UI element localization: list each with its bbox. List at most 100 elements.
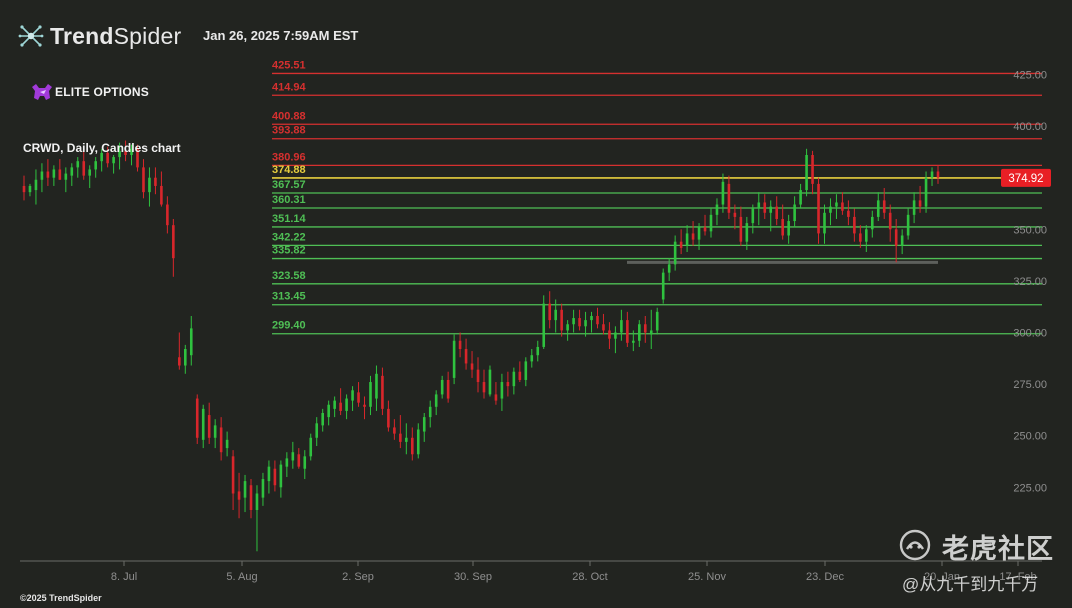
y-tick-label-0: 225.00: [1013, 482, 1047, 494]
candle-body: [393, 427, 396, 434]
candle-body: [70, 167, 74, 176]
candle-72: [452, 334, 456, 385]
candle-81: [506, 371, 510, 397]
candle-body: [823, 212, 826, 234]
y-tick-label-8: 425.00: [1013, 70, 1047, 82]
candle-body: [476, 369, 480, 383]
candle-body: [28, 185, 32, 193]
candle-body: [76, 161, 80, 168]
candle-53: [339, 388, 342, 416]
x-tick-label-1: 5. Aug: [226, 571, 257, 583]
candle-body: [339, 402, 342, 411]
candle-15: [112, 154, 115, 174]
candle-106: [655, 307, 659, 335]
candle-148: [906, 208, 910, 240]
candle-body: [930, 171, 934, 178]
candle-71: [446, 371, 450, 403]
candle-151: [924, 171, 928, 213]
candle-body: [440, 379, 444, 395]
candle-58: [369, 375, 372, 416]
candle-body: [739, 216, 743, 242]
candle-74: [464, 338, 468, 370]
candle-body: [888, 212, 892, 230]
candle-136: [835, 194, 838, 219]
candle-119: [733, 204, 737, 230]
candle-body: [661, 272, 665, 300]
candle-5: [52, 165, 56, 186]
chart-timestamp: Jan 26, 2025 7:59AM EST: [203, 28, 359, 43]
candle-body: [88, 169, 92, 176]
candle-body: [566, 324, 569, 331]
candle-78: [488, 365, 492, 397]
candle-22: [154, 167, 157, 195]
candle-1: [28, 183, 32, 197]
candle-body: [811, 154, 814, 184]
candle-body: [58, 169, 62, 180]
candle-94: [584, 311, 587, 337]
candle-body: [100, 152, 103, 162]
candle-103: [638, 320, 641, 347]
candle-body: [936, 171, 940, 178]
candle-89: [554, 299, 557, 333]
candle-131: [805, 148, 808, 197]
candle-body: [841, 202, 844, 211]
candle-14: [106, 146, 109, 168]
candle-34: [225, 431, 229, 457]
candle-27: [183, 344, 187, 374]
candle-45: [291, 441, 295, 469]
candle-121: [745, 216, 749, 250]
candle-2: [34, 169, 38, 205]
candle-0: [22, 175, 26, 201]
candle-54: [345, 394, 348, 420]
candle-117: [721, 173, 725, 213]
candle-130: [799, 183, 802, 209]
candle-110: [679, 229, 683, 255]
candle-65: [411, 427, 414, 461]
candle-body: [667, 264, 671, 273]
candle-46: [297, 448, 301, 469]
candle-body: [530, 355, 534, 362]
candle-body: [34, 179, 38, 191]
candle-body: [315, 423, 319, 438]
candle-body: [608, 330, 611, 339]
candle-39: [255, 485, 259, 552]
candle-63: [399, 415, 402, 449]
candle-132: [811, 150, 814, 195]
candle-109: [673, 235, 677, 271]
candle-body: [154, 177, 157, 186]
candle-38: [249, 479, 253, 519]
candle-body: [201, 408, 205, 440]
candle-body: [446, 379, 450, 399]
candle-body: [548, 303, 551, 321]
candle-137: [841, 192, 844, 215]
candle-body: [464, 349, 468, 364]
candle-139: [853, 208, 856, 242]
chart-title: CRWD, Daily, Candles chart: [23, 141, 181, 155]
candle-body: [506, 382, 510, 387]
candle-body: [118, 150, 121, 158]
candle-body: [46, 171, 50, 178]
candle-48: [309, 433, 313, 461]
candle-141: [865, 225, 868, 253]
candle-body: [697, 227, 701, 240]
candle-120: [739, 206, 743, 246]
candle-40: [261, 472, 265, 506]
candle-body: [578, 318, 581, 327]
level-label-5: 374.88: [272, 164, 306, 176]
candle-147: [900, 229, 904, 255]
candle-body: [273, 468, 277, 486]
candle-124: [763, 194, 767, 219]
candle-111: [685, 225, 689, 253]
candle-body: [357, 392, 360, 403]
candle-21: [148, 167, 151, 207]
candle-body: [638, 324, 641, 341]
candle-67: [422, 412, 426, 442]
candle-125: [769, 200, 773, 232]
y-tick-label-3: 300.00: [1013, 328, 1047, 340]
candle-18: [130, 144, 133, 166]
candle-97: [602, 313, 605, 335]
candle-body: [918, 200, 922, 207]
candle-body: [817, 183, 820, 234]
candle-body: [596, 315, 599, 325]
candle-83: [518, 361, 522, 383]
